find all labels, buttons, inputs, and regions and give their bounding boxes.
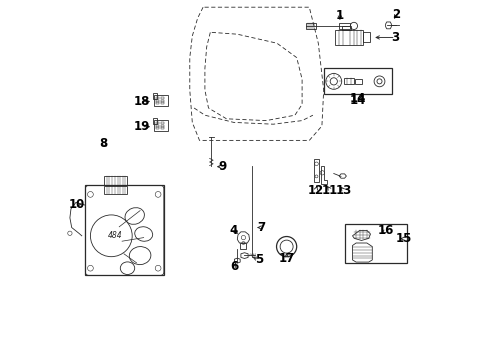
Text: 14: 14 [349, 94, 366, 107]
Bar [156, 125, 159, 127]
Text: 17: 17 [278, 252, 294, 265]
Bar [104, 176, 127, 185]
Bar [161, 100, 163, 102]
Bar [363, 32, 370, 42]
Bar [345, 224, 406, 263]
Bar [156, 127, 159, 129]
Text: 1: 1 [335, 9, 343, 22]
Bar [161, 125, 163, 127]
Bar [323, 68, 391, 94]
Bar [305, 23, 315, 29]
Bar [240, 243, 245, 249]
Text: 13: 13 [335, 184, 351, 197]
Text: 7: 7 [257, 221, 265, 234]
Bar [104, 186, 127, 194]
Bar [355, 79, 361, 84]
Bar [343, 78, 354, 84]
Text: 484: 484 [108, 231, 122, 240]
Bar [342, 26, 351, 30]
Text: 10: 10 [68, 198, 85, 211]
Bar [161, 122, 163, 124]
Bar [161, 102, 163, 104]
Bar [153, 120, 168, 131]
Text: 19: 19 [133, 120, 149, 133]
Text: 2: 2 [391, 8, 400, 21]
Text: 8: 8 [99, 137, 107, 150]
Text: 6: 6 [229, 260, 238, 273]
Bar [156, 122, 159, 124]
Text: 9: 9 [218, 160, 226, 173]
Text: 18: 18 [133, 95, 149, 108]
Bar [161, 127, 163, 129]
Text: 3: 3 [391, 31, 399, 44]
Bar [156, 102, 159, 104]
Text: 4: 4 [229, 224, 238, 237]
Text: 15: 15 [395, 232, 411, 245]
Text: 11: 11 [322, 184, 338, 197]
Text: 16: 16 [377, 224, 393, 237]
Bar [153, 118, 156, 124]
Bar [153, 95, 168, 106]
Bar [156, 100, 159, 102]
Bar [338, 23, 349, 29]
Text: 12: 12 [307, 184, 323, 197]
Bar [334, 30, 363, 45]
Bar [156, 97, 159, 99]
Text: 5: 5 [254, 253, 263, 266]
Bar [85, 185, 163, 275]
Bar [153, 93, 156, 99]
Bar [161, 97, 163, 99]
Bar [313, 159, 318, 182]
Text: 14: 14 [349, 93, 366, 105]
